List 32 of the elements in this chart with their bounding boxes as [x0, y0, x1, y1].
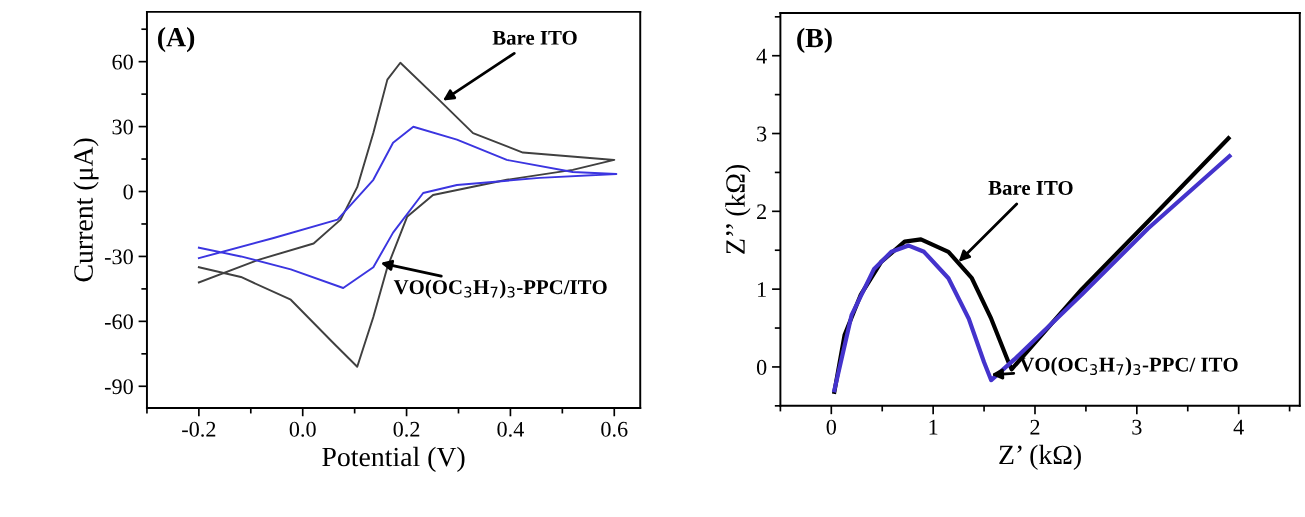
- x-tick-label: 3: [1132, 419, 1142, 435]
- x-tick-label: 0.4: [497, 421, 524, 437]
- annotation: (B): [797, 27, 832, 54]
- y-tick-label: 0: [123, 184, 133, 200]
- y-tick-label: 4: [756, 48, 767, 64]
- y-tick-label: 0: [756, 359, 767, 375]
- annotation: Bare ITO: [492, 30, 577, 45]
- x-tick-label: 0.2: [393, 421, 420, 437]
- x-tick-label: 0: [826, 419, 837, 435]
- y-tick-label: -30: [104, 249, 133, 265]
- y-tick-label: 3: [757, 126, 767, 142]
- annotation: VO(OC$_{3}$H$_{7}$)$_{3}$-PPC/ ITO: [1019, 356, 1238, 376]
- x-axis-title: Potential (V): [322, 446, 465, 473]
- x-tick-label: 4: [1233, 419, 1244, 435]
- y-tick-label: 30: [112, 119, 133, 135]
- annotation: Bare ITO: [988, 180, 1073, 195]
- annotation: VO(OC$_{3}$H$_{7}$)$_{3}$-PPC/ITO: [393, 279, 607, 299]
- y-tick-label: 60: [112, 54, 133, 70]
- x-tick-label: 0.0: [289, 421, 316, 437]
- y-axis-title: Current (μA): [73, 138, 99, 282]
- x-tick-label: 0.6: [601, 421, 628, 437]
- annotation: (A): [158, 27, 195, 53]
- y-tick-label: -90: [104, 379, 133, 395]
- y-tick-label: 2: [757, 204, 766, 220]
- x-tick-label: 2: [1030, 419, 1040, 435]
- y-axis-title: Z’’ (kΩ): [725, 164, 751, 254]
- x-tick-label: 1: [929, 419, 938, 435]
- line-series: [197, 61, 616, 368]
- x-tick-label: -0.2: [182, 421, 216, 437]
- y-tick-label: 1: [758, 282, 766, 297]
- y-tick-label: -60: [104, 314, 133, 330]
- x-axis-title: Z’ (kΩ): [999, 444, 1081, 470]
